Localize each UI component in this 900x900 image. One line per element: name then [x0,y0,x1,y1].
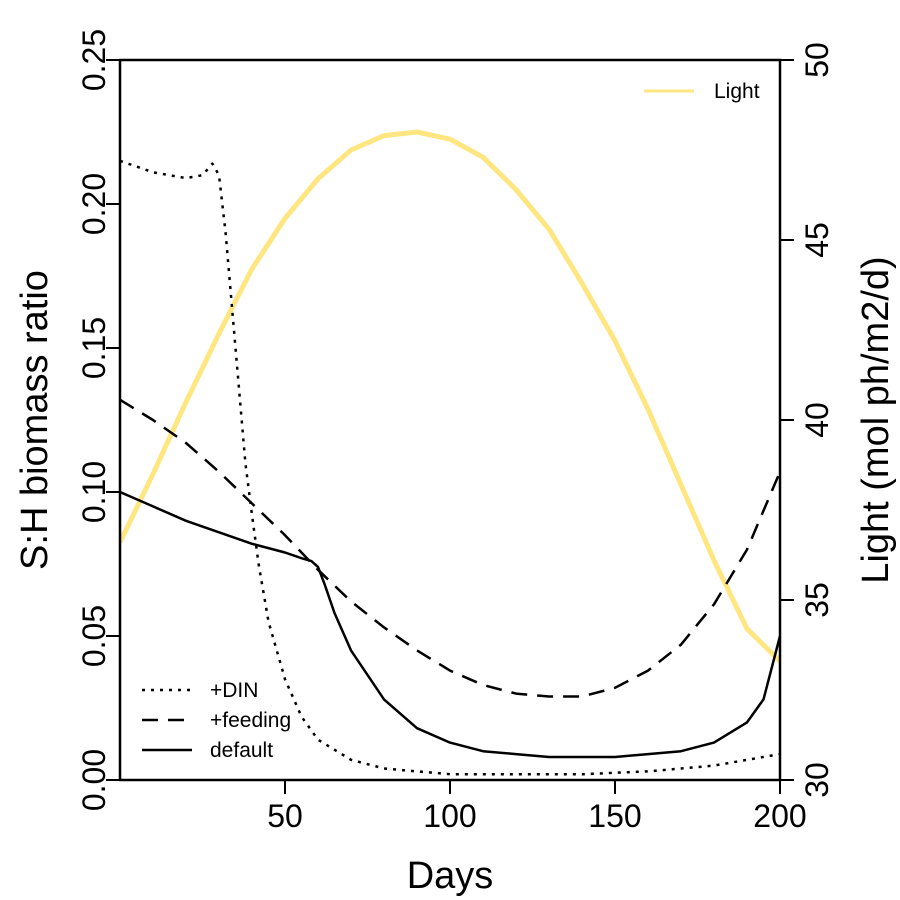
legend-label-din: +DIN [210,679,258,702]
y-tick-label: 0.25 [76,29,112,91]
y-tick-label: 0.20 [76,173,112,235]
legend-label-feeding: +feeding [210,709,291,732]
legend-left: +DIN +feeding default [142,679,291,762]
legend-label-light: Light [714,80,760,103]
y-tick-label: 0.10 [76,461,112,523]
y-axis-title: S:H biomass ratio [14,270,56,570]
series-layer [120,129,780,776]
x-tick-label: 100 [423,798,476,834]
y-tick-label: 0.05 [76,605,112,667]
legend-right: Light [644,80,760,103]
legend-label-default: default [210,739,273,762]
x-tick-label: 200 [753,798,806,834]
y2-tick-label: 50 [799,42,835,78]
y2-tick-label: 35 [799,582,835,618]
y2-tick-label: 45 [799,222,835,258]
x-axis: 50 100 150 200 [267,780,807,834]
series-line-default [120,490,780,759]
series-line-feeding [120,398,780,698]
y2-tick-label: 40 [799,402,835,438]
y-axis-left: 0.00 0.05 0.10 0.15 0.20 0.25 [76,29,120,811]
x-axis-title: Days [407,855,494,897]
y-tick-label: 0.15 [76,317,112,379]
y2-tick-label: 30 [799,762,835,798]
x-tick-label: 50 [267,798,303,834]
y2-axis-title: Light (mol ph/m2/d) [855,256,897,583]
x-tick-label: 150 [588,798,641,834]
series-line-light [120,129,780,663]
y-tick-label: 0.00 [76,749,112,811]
y-axis-right: 30 35 40 45 50 [780,42,835,798]
plot-box [118,58,782,782]
